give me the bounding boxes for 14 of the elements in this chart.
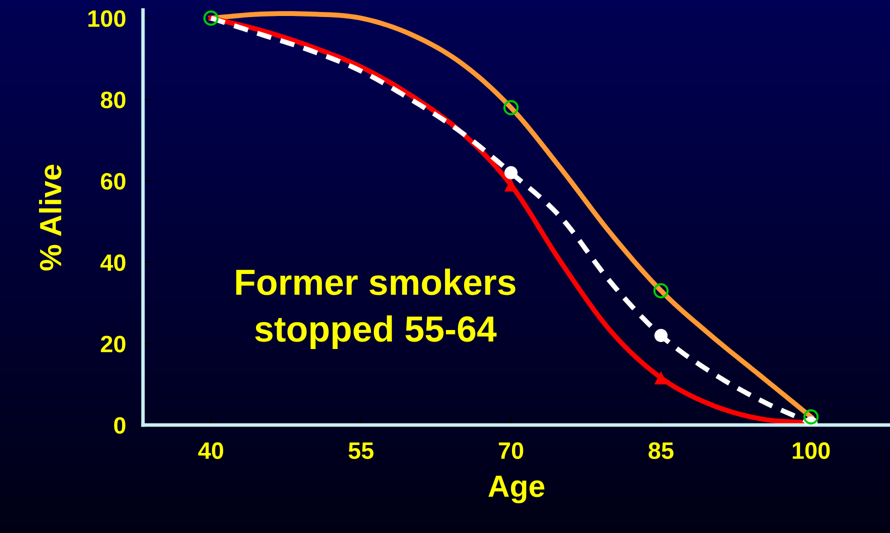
y-tick-label: 100 bbox=[88, 10, 126, 27]
x-tick-label: 55 bbox=[348, 442, 374, 460]
x-tick-label: 70 bbox=[498, 442, 524, 460]
y-tick-label: 0 bbox=[114, 417, 126, 434]
x-axis-title: Age bbox=[488, 476, 544, 504]
y-axis-title: % Alive bbox=[39, 164, 62, 271]
y-tick-label: 40 bbox=[100, 254, 126, 272]
x-tick-label: 85 bbox=[648, 442, 674, 460]
y-tick-label: 60 bbox=[100, 172, 126, 190]
x-tick-label: 40 bbox=[198, 442, 224, 460]
y-tick-label: 80 bbox=[100, 92, 126, 108]
x-tick-label: 100 bbox=[792, 442, 830, 460]
annotation: Former smokers stopped 55-64 bbox=[236, 268, 516, 350]
y-tick-label: 20 bbox=[100, 336, 126, 352]
